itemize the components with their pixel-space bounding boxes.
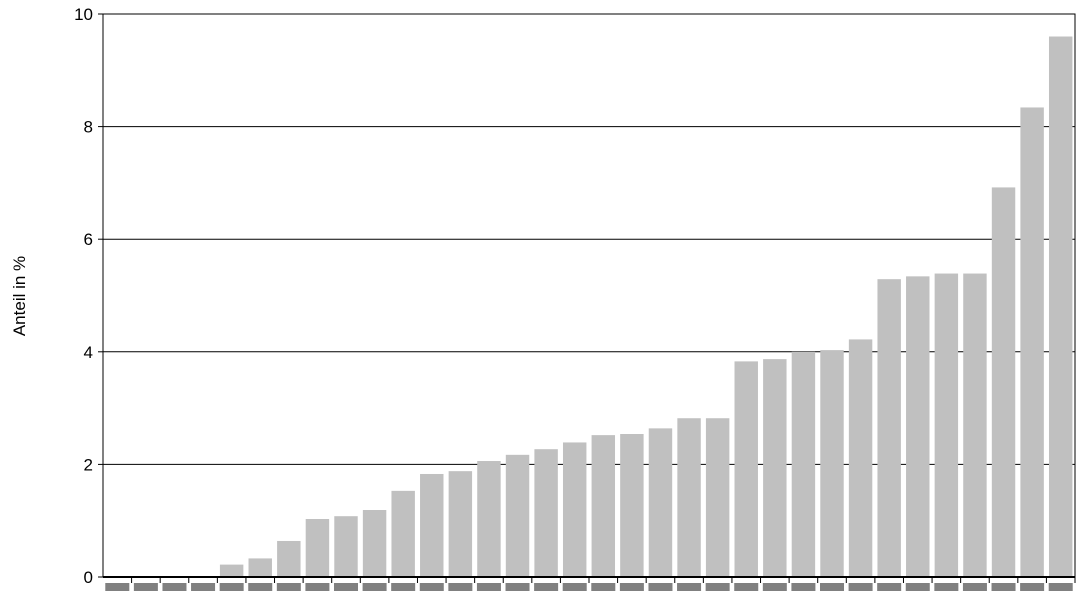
x-category-label — [333, 583, 359, 591]
y-axis-label: Anteil in % — [10, 256, 29, 336]
y-tick-label: 6 — [84, 230, 93, 249]
x-category-label — [591, 583, 616, 591]
x-category-label — [1048, 583, 1073, 591]
x-category-label — [848, 583, 873, 591]
x-category-label — [791, 583, 816, 591]
bar — [763, 359, 787, 577]
x-category-label — [619, 583, 644, 591]
x-category-label — [448, 583, 473, 591]
bar — [562, 442, 587, 577]
bars — [219, 36, 1073, 578]
x-category-label — [934, 583, 959, 591]
x-category-label — [476, 583, 501, 591]
bar — [791, 351, 816, 577]
x-category-label — [105, 583, 130, 591]
x-category-label — [133, 583, 158, 591]
x-category-label — [362, 583, 387, 591]
bar — [906, 276, 930, 577]
x-category-label — [648, 583, 673, 591]
bar — [1048, 36, 1073, 577]
bar — [219, 564, 244, 577]
x-category-labels — [105, 577, 1076, 591]
x-category-label — [562, 583, 587, 591]
bar — [963, 273, 987, 577]
x-category-label — [391, 583, 416, 591]
x-category-label — [276, 583, 301, 591]
bar — [362, 510, 387, 577]
bar — [305, 519, 330, 577]
x-category-label — [248, 583, 273, 591]
bar — [534, 449, 558, 577]
bar — [505, 454, 530, 577]
x-category-label — [705, 583, 730, 591]
bar — [277, 540, 301, 577]
bar — [334, 516, 358, 577]
x-category-label — [819, 583, 845, 591]
x-category-label — [962, 583, 987, 591]
y-tick-label: 10 — [74, 5, 93, 24]
x-category-label — [762, 583, 787, 591]
bar — [448, 471, 473, 577]
x-category-label — [877, 583, 902, 591]
x-category-label — [162, 583, 187, 591]
x-category-label — [219, 583, 244, 591]
bar — [877, 279, 901, 577]
bar — [734, 361, 758, 577]
bar — [591, 435, 616, 577]
x-category-label — [1020, 583, 1045, 591]
x-category-label — [677, 583, 702, 591]
bar — [391, 490, 415, 577]
bar — [991, 187, 1016, 578]
bar — [248, 558, 272, 577]
bar — [705, 418, 730, 577]
bar — [1020, 107, 1044, 577]
bar — [420, 473, 444, 577]
y-tick-label: 8 — [84, 118, 93, 137]
bar — [648, 428, 673, 577]
x-category-label — [905, 583, 930, 591]
y-tick-labels: 0 2 4 6 8 10 — [74, 5, 103, 587]
x-category-label — [191, 583, 216, 591]
y-tick-label: 0 — [84, 568, 93, 587]
bar — [934, 273, 959, 577]
x-category-label — [305, 583, 330, 591]
x-category-label — [734, 583, 759, 591]
bar — [477, 461, 501, 577]
x-category-label — [505, 583, 530, 591]
x-category-label — [419, 583, 444, 591]
y-tick-label: 2 — [84, 455, 93, 474]
y-tick-label: 4 — [84, 343, 93, 362]
bar — [677, 418, 701, 577]
bar — [848, 339, 873, 577]
x-category-label — [534, 583, 559, 591]
bar — [620, 433, 644, 577]
x-category-label — [991, 583, 1016, 591]
bar — [820, 350, 844, 577]
